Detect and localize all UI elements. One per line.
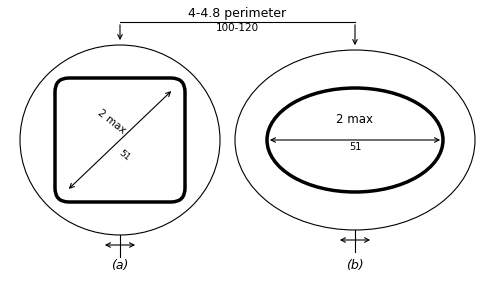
Text: (a): (a) xyxy=(111,260,129,273)
Text: 51: 51 xyxy=(349,142,361,152)
Text: 2 max: 2 max xyxy=(96,108,128,136)
Text: 100-120: 100-120 xyxy=(216,23,259,33)
Text: (b): (b) xyxy=(346,260,364,273)
Text: 51: 51 xyxy=(117,148,131,162)
Text: 2 max: 2 max xyxy=(337,113,373,126)
Text: 4-4.8 perimeter: 4-4.8 perimeter xyxy=(188,7,286,20)
